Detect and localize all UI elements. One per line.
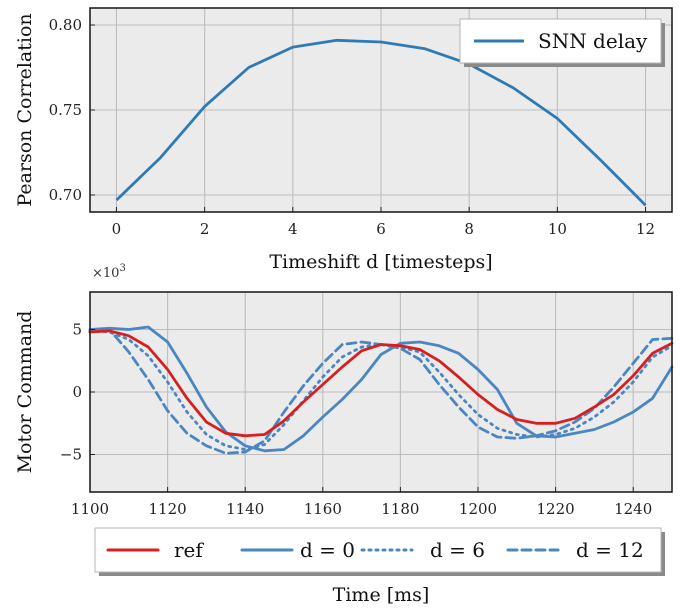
bottom-legend-label: d = 0 bbox=[300, 538, 355, 562]
bottom-xtick-label: 1160 bbox=[304, 500, 342, 518]
bottom-legend-label: d = 6 bbox=[430, 538, 485, 562]
top-series-line bbox=[115, 38, 647, 207]
top-xtick-label: 6 bbox=[376, 220, 386, 238]
bottom-xtick-label: 1180 bbox=[381, 500, 419, 518]
top-chart: 0 2 4 6 8 10 12 0.70 0.75 0.80 Timeshift d [times… bbox=[14, 7, 673, 273]
top-ticks: 0 2 4 6 8 10 12 0.70 0.75 0.80 bbox=[49, 16, 655, 238]
bottom-xtick-label: 1220 bbox=[537, 500, 575, 518]
top-xtick-label: 10 bbox=[548, 220, 567, 238]
top-xtick-label: 2 bbox=[200, 220, 210, 238]
bottom-legend-items: ref d = 0 d = 6 d = 12 bbox=[106, 538, 644, 562]
bottom-legend-label: d = 12 bbox=[576, 538, 644, 562]
bottom-chart: 1100 1120 1140 1160 1180 1200 1220 1240 −5 0 5 ×10… bbox=[14, 263, 674, 606]
bottom-legend: ref d = 0 d = 6 d = 12 bbox=[94, 527, 665, 576]
bottom-ytick-label: 0 bbox=[72, 383, 82, 401]
top-xtick-label: 8 bbox=[464, 220, 474, 238]
top-xtick-label: 0 bbox=[112, 220, 122, 238]
bottom-legend-label: ref bbox=[174, 538, 204, 562]
bottom-xlabel: Time [ms] bbox=[333, 584, 430, 606]
top-xtick-label: 4 bbox=[288, 220, 298, 238]
bottom-xtick-label: 1200 bbox=[459, 500, 497, 518]
bottom-scale-exponent: 3 bbox=[119, 263, 125, 274]
bottom-ylabel: Motor Command bbox=[14, 311, 36, 474]
bottom-series-line bbox=[88, 329, 674, 438]
bottom-xtick-label: 1120 bbox=[149, 500, 187, 518]
top-ytick-label: 0.75 bbox=[49, 101, 82, 119]
top-series-lines bbox=[115, 38, 647, 207]
top-ytick-label: 0.80 bbox=[49, 16, 82, 34]
bottom-series-line bbox=[88, 325, 674, 453]
top-legend: SNN delay bbox=[459, 18, 665, 67]
bottom-scale-label: ×103 bbox=[92, 263, 126, 281]
bottom-ytick-label: −5 bbox=[60, 446, 82, 464]
top-ylabel: Pearson Correlation bbox=[14, 13, 36, 206]
bottom-xtick-label: 1100 bbox=[71, 500, 109, 518]
bottom-series-lines bbox=[88, 325, 674, 455]
bottom-xtick-label: 1140 bbox=[226, 500, 264, 518]
bottom-xtick-label: 1240 bbox=[614, 500, 652, 518]
bottom-ytick-label: 5 bbox=[72, 321, 82, 339]
top-xlabel: Timeshift d [timesteps] bbox=[269, 251, 492, 273]
top-xtick-label: 12 bbox=[636, 220, 655, 238]
top-ytick-label: 0.70 bbox=[49, 186, 82, 204]
bottom-ticks: 1100 1120 1140 1160 1180 1200 1220 1240 −5 0 5 bbox=[60, 321, 652, 519]
top-legend-label: SNN delay bbox=[538, 29, 648, 53]
